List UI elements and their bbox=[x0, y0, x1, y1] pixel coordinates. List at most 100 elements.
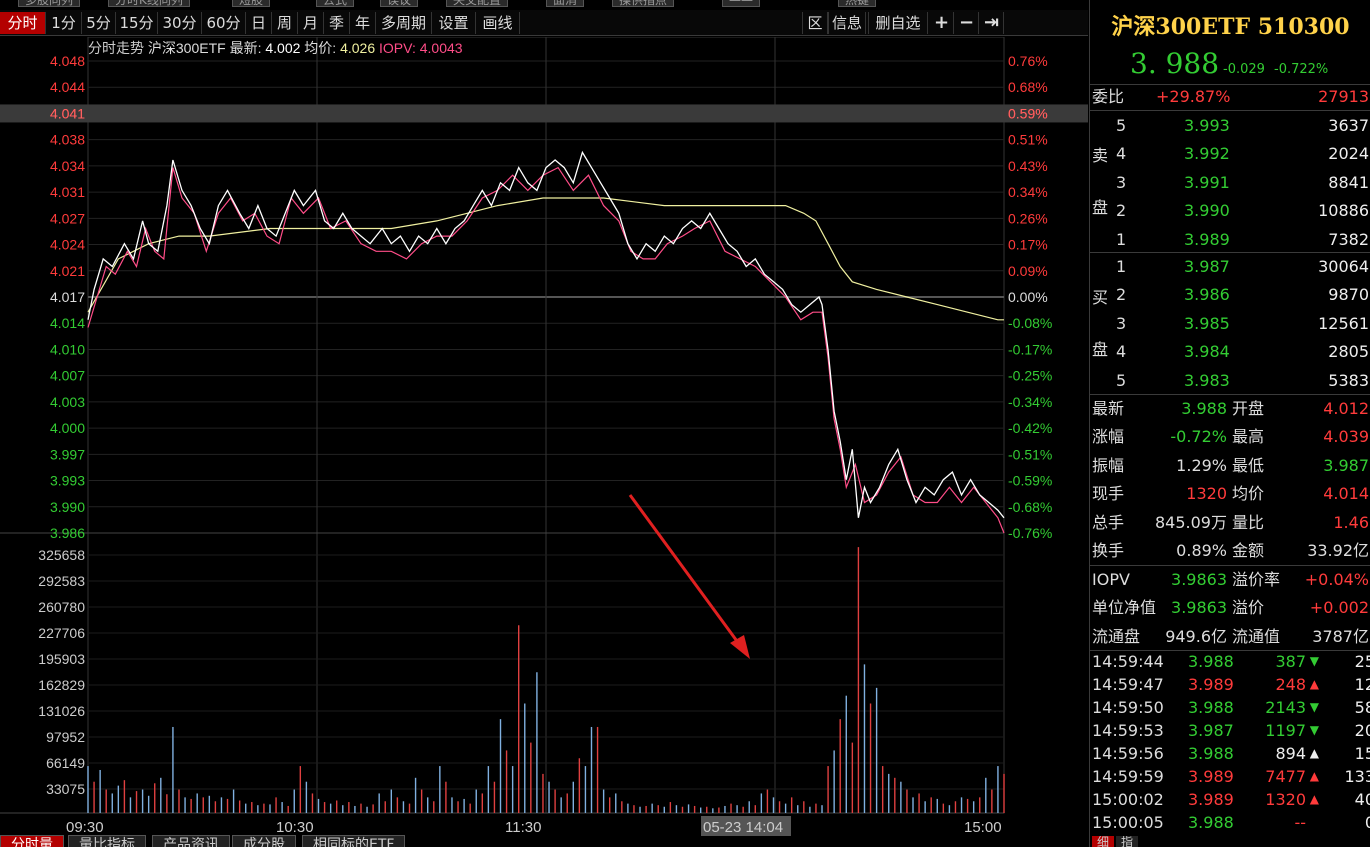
stat-label: 最高 bbox=[1232, 427, 1265, 447]
toolbar-right-2[interactable]: 删自选 bbox=[868, 12, 928, 34]
top-strip-tab[interactable]: 面消 bbox=[546, 0, 585, 7]
plus-icon[interactable]: + bbox=[930, 12, 954, 34]
top-strip-tab[interactable]: 多股同列 bbox=[18, 0, 81, 7]
tick-volume: 894 bbox=[1275, 744, 1306, 763]
tick-count: 25 bbox=[1354, 652, 1370, 671]
period-tab-0[interactable]: 分时 bbox=[0, 12, 46, 34]
buy-level: 2 bbox=[1116, 285, 1127, 305]
stat-label: 溢价率 bbox=[1232, 570, 1281, 589]
tick-count: 15 bbox=[1354, 744, 1370, 763]
quote-title: 沪深300ETF 510300 bbox=[1111, 14, 1350, 40]
tick-price: 3.988 bbox=[1188, 744, 1234, 763]
volume-tick-label: 66149 bbox=[46, 755, 85, 771]
buy-price: 3.985 bbox=[1184, 313, 1230, 333]
period-tab-5[interactable]: 60分 bbox=[202, 12, 246, 34]
period-tab-10[interactable]: 年 bbox=[350, 12, 376, 34]
detail-tab-0[interactable]: 细 bbox=[1092, 836, 1114, 847]
time-axis-label: 11:30 bbox=[505, 819, 541, 836]
period-toolbar: 分时 1分 5分 15分 30分 60分日周月季年多周期 设置 画线 区信息 删自选 + − ⇥ bbox=[0, 10, 1088, 36]
divider bbox=[1090, 565, 1370, 566]
top-strip-tab[interactable]: 分时K线同列 bbox=[108, 0, 190, 7]
quote-row: 委比 +29.87% 27913 bbox=[1090, 85, 1370, 109]
quote-row: 沪深300ETF 510300 bbox=[1090, 10, 1370, 44]
quote-row: 振幅 1.29% 最低 3.987 bbox=[1090, 452, 1370, 480]
buy-level: 3 bbox=[1116, 313, 1127, 333]
toolbar-right-1[interactable]: 信息 bbox=[828, 12, 866, 34]
tick-count: 12 bbox=[1354, 675, 1370, 694]
stat-label: 单位净值 bbox=[1092, 598, 1157, 618]
buy-volume: 5383 bbox=[1328, 370, 1369, 390]
buy-volume: 12561 bbox=[1318, 313, 1369, 333]
detail-tab-1[interactable]: 指 bbox=[1116, 836, 1138, 847]
time-axis-label: 15:00 bbox=[964, 819, 1002, 836]
period-tab-9[interactable]: 季 bbox=[324, 12, 350, 34]
quote-row: 14:59:53 3.987 1197 ▼ 20 bbox=[1090, 719, 1370, 742]
top-strip-tab[interactable]: 去式 bbox=[316, 0, 355, 7]
period-tab-12[interactable]: 设置 bbox=[432, 12, 476, 34]
intraday-chart-svg: 4.048 4.044 4.041 4.038 4.034 4.031 4.027 4.024… bbox=[0, 37, 1088, 836]
top-strip-tab[interactable]: —— bbox=[722, 0, 760, 7]
period-tab-13[interactable]: 画线 bbox=[476, 12, 520, 34]
bottom-tab-2[interactable]: 产品资讯 bbox=[152, 835, 230, 847]
top-strip-tab[interactable]: 央交配置 bbox=[446, 0, 509, 7]
period-tab-1[interactable]: 1分 bbox=[46, 12, 82, 34]
bottom-tab-1[interactable]: 量比指标 bbox=[68, 835, 146, 847]
top-strip-tab[interactable]: 操供指点 bbox=[612, 0, 675, 7]
toolbar-right-0[interactable]: 区 bbox=[802, 12, 828, 34]
chart-title-row: 分时走势 沪深300ETF 最新: 4.002 均价: 4.026 IOPV: … bbox=[88, 40, 463, 56]
bottom-tab-4[interactable]: 相同标的ETF bbox=[302, 835, 406, 847]
period-tab-11[interactable]: 多周期 bbox=[376, 12, 432, 34]
tick-volume: 2143 bbox=[1265, 698, 1306, 717]
stat-value: 3.987 bbox=[1323, 455, 1369, 475]
period-tab-3[interactable]: 15分 bbox=[116, 12, 158, 34]
stat-label: 溢价 bbox=[1232, 598, 1265, 618]
quote-row: 涨幅 -0.72% 最高 4.039 bbox=[1090, 423, 1370, 451]
divider bbox=[1090, 84, 1370, 85]
cursor-time-box bbox=[701, 816, 791, 836]
stat-label: 涨幅 bbox=[1092, 427, 1125, 447]
top-strip-tab[interactable]: 误议 bbox=[380, 0, 419, 7]
bottom-tab-0[interactable]: 分时量 bbox=[0, 835, 64, 847]
top-strip: 多股同列 分时K线同列 短股 去式 误议 央交配置 面消 操供指点 —— 热键 bbox=[0, 0, 1088, 9]
period-tab-8[interactable]: 月 bbox=[298, 12, 324, 34]
price-tick-label: 4.014 bbox=[50, 315, 85, 331]
tick-price: 3.989 bbox=[1188, 767, 1234, 786]
period-tab-4[interactable]: 30分 bbox=[158, 12, 202, 34]
stat-value: 1.29% bbox=[1176, 455, 1227, 475]
pct-tick-label: -0.34% bbox=[1008, 394, 1052, 410]
arrow-up-icon: ▲ bbox=[1309, 792, 1319, 806]
tick-volume: 387 bbox=[1275, 652, 1306, 671]
avg-price-line bbox=[87, 197, 1004, 321]
arrow-down-icon: ▼ bbox=[1309, 700, 1319, 714]
bottom-tab-3[interactable]: 成分股 bbox=[232, 835, 296, 847]
period-tab-6[interactable]: 日 bbox=[246, 12, 272, 34]
period-tab-2[interactable]: 5分 bbox=[82, 12, 116, 34]
minus-icon[interactable]: − bbox=[955, 12, 979, 34]
sell-price: 3.990 bbox=[1184, 201, 1230, 221]
top-strip-tab[interactable]: 热键 bbox=[838, 0, 877, 7]
chart-title-part: 4.0043 bbox=[416, 40, 463, 56]
pct-tick-label: 0.59% bbox=[1008, 105, 1048, 121]
quote-cell: +29.87% bbox=[1156, 87, 1231, 106]
quote-row: 3 3.991 8841 bbox=[1090, 169, 1370, 197]
tick-price: 3.988 bbox=[1188, 813, 1234, 832]
price-tick-label: 4.041 bbox=[50, 105, 85, 121]
sell-volume: 3637 bbox=[1328, 116, 1369, 135]
stat-value: 33.92亿 bbox=[1307, 541, 1369, 560]
quote-cell: 委比 bbox=[1092, 87, 1125, 106]
volume-tick-label: 131026 bbox=[38, 703, 85, 719]
period-tab-7[interactable]: 周 bbox=[272, 12, 298, 34]
sell-volume: 7382 bbox=[1328, 229, 1369, 249]
pct-tick-label: -0.76% bbox=[1008, 525, 1052, 541]
top-strip-tab[interactable]: 短股 bbox=[232, 0, 271, 7]
tick-count: 58 bbox=[1354, 698, 1370, 717]
stat-value: 4.039 bbox=[1323, 427, 1369, 447]
intraday-chart[interactable]: 4.048 4.044 4.041 4.038 4.034 4.031 4.027 4.024… bbox=[0, 37, 1088, 847]
sell-level: 4 bbox=[1116, 144, 1127, 164]
chart-title-part: IOPV: bbox=[375, 40, 416, 56]
stat-label: 振幅 bbox=[1092, 455, 1125, 475]
tick-price: 3.988 bbox=[1188, 698, 1234, 717]
chart-title-part: 最新: bbox=[226, 40, 262, 56]
exit-icon[interactable]: ⇥ bbox=[980, 12, 1004, 34]
quote-row: 3. 988 -0.029 -0.722% bbox=[1090, 46, 1370, 82]
